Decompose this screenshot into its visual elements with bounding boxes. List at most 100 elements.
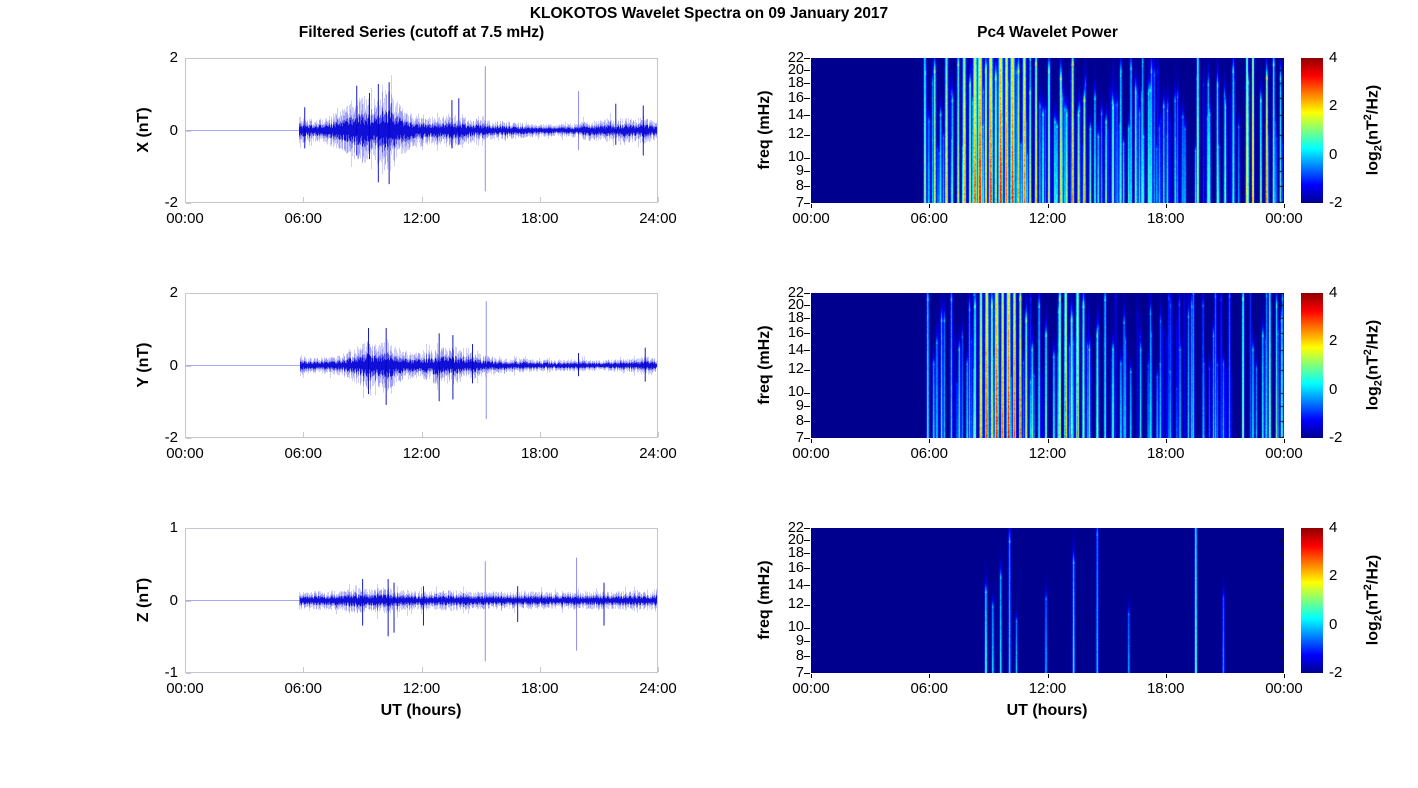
x-tick-mark bbox=[303, 432, 305, 437]
colorbar-tick-label: 4 bbox=[1329, 284, 1338, 301]
y-tick-mark bbox=[186, 130, 191, 132]
x-tick-label: 06:00 bbox=[910, 210, 949, 227]
freq-tick-mark bbox=[804, 604, 810, 606]
freq-tick-mark bbox=[804, 568, 810, 570]
colorbar-tick-label: 4 bbox=[1329, 519, 1338, 536]
y-tick-label: -1 bbox=[164, 664, 178, 681]
x-tick-label: 18:00 bbox=[1146, 680, 1185, 697]
freq-tick-label: 12 bbox=[787, 361, 804, 378]
x-tick-label: 12:00 bbox=[1028, 680, 1067, 697]
freq-tick-mark bbox=[804, 369, 810, 371]
z-wavelet-power-panel bbox=[811, 528, 1284, 673]
freq-tick-label: 9 bbox=[795, 632, 804, 649]
freq-tick-label: 22 bbox=[787, 519, 804, 536]
freq-tick-label: 14 bbox=[787, 106, 804, 123]
freq-tick-label: 22 bbox=[787, 284, 804, 301]
freq-tick-label: 9 bbox=[795, 397, 804, 414]
x-tick-mark bbox=[1047, 674, 1049, 678]
x-tick-label: 18:00 bbox=[520, 445, 559, 462]
x-tick-label: 18:00 bbox=[520, 680, 559, 697]
x-tick-mark bbox=[1165, 674, 1167, 678]
freq-tick-label: 20 bbox=[787, 61, 804, 78]
y-tick-mark bbox=[186, 673, 191, 674]
x-tick-label: 00:00 bbox=[166, 210, 204, 227]
freq-tick-label: 18 bbox=[787, 309, 804, 326]
x-tick-label: 24:00 bbox=[639, 210, 677, 227]
freq-tick-mark bbox=[804, 98, 810, 100]
x-tick-mark bbox=[1284, 204, 1285, 208]
freq-tick-label: 18 bbox=[787, 544, 804, 561]
y-tick-mark bbox=[186, 438, 191, 439]
left-subtitle: Filtered Series (cutoff at 7.5 mHz) bbox=[298, 24, 545, 41]
x-tick-label: 06:00 bbox=[284, 680, 323, 697]
freq-tick-label: 22 bbox=[787, 49, 804, 66]
colorbar-x bbox=[1301, 58, 1323, 203]
x-tick-mark bbox=[811, 204, 812, 208]
colorbar-z bbox=[1301, 528, 1323, 673]
x-tick-mark bbox=[658, 197, 659, 202]
x-tick-mark bbox=[539, 432, 541, 437]
x-tick-mark bbox=[1284, 674, 1285, 678]
x-tick-mark bbox=[929, 674, 931, 678]
x-tick-label: 12:00 bbox=[1028, 210, 1067, 227]
freq-tick-mark bbox=[804, 392, 810, 394]
colorbar-tick-label: 2 bbox=[1329, 332, 1338, 350]
freq-tick-mark bbox=[804, 70, 810, 72]
x-tick-mark bbox=[539, 667, 541, 672]
x-tick-mark bbox=[1047, 204, 1049, 208]
freq-tick-mark bbox=[804, 656, 810, 658]
x-tick-label: 12:00 bbox=[402, 445, 441, 462]
y-tick-label: -2 bbox=[164, 429, 178, 446]
freq-tick-mark bbox=[804, 673, 810, 674]
freq-tick-label: 10 bbox=[787, 149, 804, 166]
x-tick-label: 00:00 bbox=[1265, 445, 1303, 462]
x-tick-label: 00:00 bbox=[1265, 210, 1303, 227]
x-tick-label: 12:00 bbox=[402, 210, 441, 227]
y-wavelet-power-panel bbox=[811, 293, 1284, 438]
x-tick-mark bbox=[303, 197, 305, 202]
colorbar-tick-label: -2 bbox=[1329, 194, 1343, 211]
x-tick-mark bbox=[811, 439, 812, 443]
freq-tick-mark bbox=[804, 421, 810, 423]
freq-tick-mark bbox=[804, 293, 810, 294]
freq-tick-label: 12 bbox=[787, 126, 804, 143]
freq-tick-label: 16 bbox=[787, 89, 804, 106]
x-tick-mark bbox=[539, 197, 541, 202]
y-wavelet-spectrogram bbox=[811, 293, 1284, 438]
x-tick-label: 00:00 bbox=[792, 680, 830, 697]
y-filtered-series-plot bbox=[186, 294, 657, 437]
freq-tick-label: 14 bbox=[787, 341, 804, 358]
freq-tick-mark bbox=[804, 58, 810, 59]
y-tick-mark bbox=[186, 600, 191, 602]
freq-tick-label: 10 bbox=[787, 619, 804, 636]
x-tick-mark bbox=[421, 197, 423, 202]
x-tick-label: 24:00 bbox=[639, 445, 677, 462]
freq-tick-label: 14 bbox=[787, 576, 804, 593]
colorbar-label-3: log2(nT2/Hz) bbox=[1362, 554, 1385, 646]
freq-tick-label: 16 bbox=[787, 324, 804, 341]
y-tick-label: 1 bbox=[169, 519, 178, 536]
freq-tick-mark bbox=[804, 134, 810, 136]
y-tick-label: -2 bbox=[164, 194, 178, 211]
freq-tick-label: 9 bbox=[795, 162, 804, 179]
y-tick-label: 0 bbox=[169, 356, 178, 374]
colorbar-label-1: log2(nT2/Hz) bbox=[1362, 84, 1385, 176]
freq-tick-label: 10 bbox=[787, 384, 804, 401]
freq-tick-mark bbox=[804, 585, 810, 587]
freq-tick-mark bbox=[804, 333, 810, 335]
y-tick-label: 2 bbox=[169, 284, 178, 301]
x-tick-label: 06:00 bbox=[284, 445, 323, 462]
freq-tick-label: 18 bbox=[787, 74, 804, 91]
x-tick-mark bbox=[929, 204, 931, 208]
y-filtered-series-panel bbox=[185, 293, 658, 438]
freq-tick-mark bbox=[804, 528, 810, 529]
freq-tick-mark bbox=[804, 406, 810, 408]
x-tick-label: 00:00 bbox=[792, 445, 830, 462]
freq-tick-mark bbox=[804, 157, 810, 159]
freq-tick-label: 7 bbox=[795, 429, 804, 446]
y-tick-mark bbox=[186, 365, 191, 367]
freq-tick-mark bbox=[804, 350, 810, 352]
freq-tick-mark bbox=[804, 627, 810, 629]
z-filtered-series-plot bbox=[186, 529, 657, 672]
